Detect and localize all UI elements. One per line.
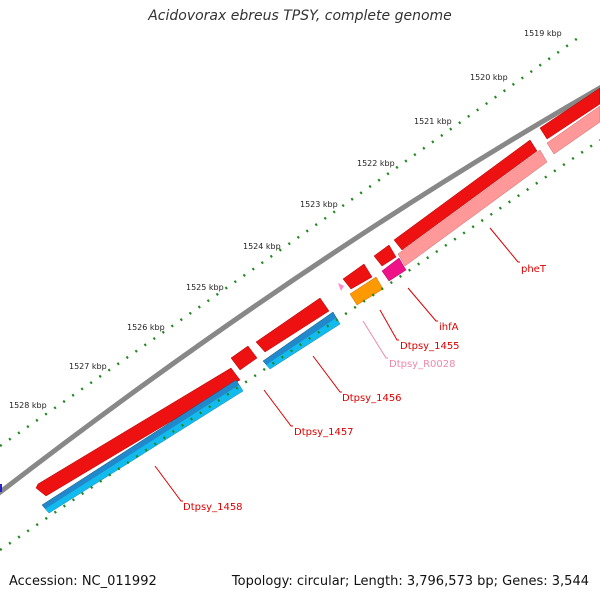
feature-cds-forward bbox=[35, 367, 241, 497]
leader-line-dtpsy1456 bbox=[312, 355, 342, 393]
tick-track-outer bbox=[0, 36, 579, 448]
tick-label-1528: 1528 kbp bbox=[9, 401, 47, 410]
feature-cds-forward bbox=[230, 345, 258, 371]
forward-features bbox=[35, 87, 600, 497]
gene-label-dtpsyR0028: Dtpsy_R0028 bbox=[389, 359, 456, 370]
accession-text: Accession: NC_011992 bbox=[9, 574, 157, 589]
genome-summary-text: Topology: circular; Length: 3,796,573 bp… bbox=[231, 574, 589, 589]
map-title: Acidovorax ebreus TPSY, complete genome bbox=[148, 8, 452, 24]
tick-label-1522: 1522 kbp bbox=[357, 159, 395, 168]
leader-line-phet bbox=[489, 227, 520, 263]
feature-cds-forward bbox=[373, 244, 397, 267]
gene-label-dtpsy1457: Dtpsy_1457 bbox=[294, 427, 354, 438]
tick-label-1526: 1526 kbp bbox=[127, 323, 165, 332]
tick-label-1525: 1525 kbp bbox=[186, 283, 224, 292]
tick-label-1523: 1523 kbp bbox=[300, 200, 338, 209]
gene-label-dtpsy1458: Dtpsy_1458 bbox=[183, 502, 243, 513]
tick-label-1524: 1524 kbp bbox=[243, 242, 281, 251]
feature-rna-magenta bbox=[381, 257, 407, 282]
feature-gene-pink bbox=[397, 149, 548, 267]
tick-label-1527: 1527 kbp bbox=[69, 362, 107, 371]
gene-labels: pheT ihfA Dtpsy_1455 Dtpsy_R0028 Dtpsy_1… bbox=[183, 264, 547, 513]
gene-label-ihfa: ihfA bbox=[439, 322, 459, 333]
leader-line-ihfa bbox=[407, 287, 438, 322]
feature-cds-forward bbox=[255, 297, 330, 353]
gene-label-dtpsy1456: Dtpsy_1456 bbox=[342, 393, 402, 404]
gene-label-dtpsy1455: Dtpsy_1455 bbox=[400, 341, 460, 352]
feature-cds-forward bbox=[393, 139, 538, 251]
leader-line-dtpsy1457 bbox=[263, 389, 293, 427]
leader-line-dtpsyR0028 bbox=[362, 320, 388, 359]
tick-track-inner bbox=[0, 138, 600, 552]
tick-label-1519: 1519 kbp bbox=[524, 29, 562, 38]
feature-cds-forward bbox=[539, 87, 600, 140]
feature-gene-pink bbox=[546, 105, 600, 155]
feature-cds-reverse bbox=[45, 385, 243, 513]
feature-rna-small bbox=[338, 283, 344, 291]
leader-line-dtpsy1455 bbox=[379, 309, 399, 341]
genome-backbone bbox=[0, 84, 600, 496]
tick-labels: 1519 kbp 1520 kbp 1521 kbp 1522 kbp 1523… bbox=[9, 29, 562, 410]
inner-features bbox=[41, 105, 600, 514]
feature-cds-forward bbox=[342, 263, 373, 290]
feature-cds-reverse bbox=[266, 318, 340, 369]
tick-label-1521: 1521 kbp bbox=[414, 117, 452, 126]
tick-label-1520: 1520 kbp bbox=[470, 73, 508, 82]
label-leader-lines bbox=[154, 227, 520, 502]
gene-label-phet: pheT bbox=[521, 264, 547, 275]
edge-feature-marker bbox=[0, 484, 2, 492]
leader-line-dtpsy1458 bbox=[154, 465, 183, 502]
